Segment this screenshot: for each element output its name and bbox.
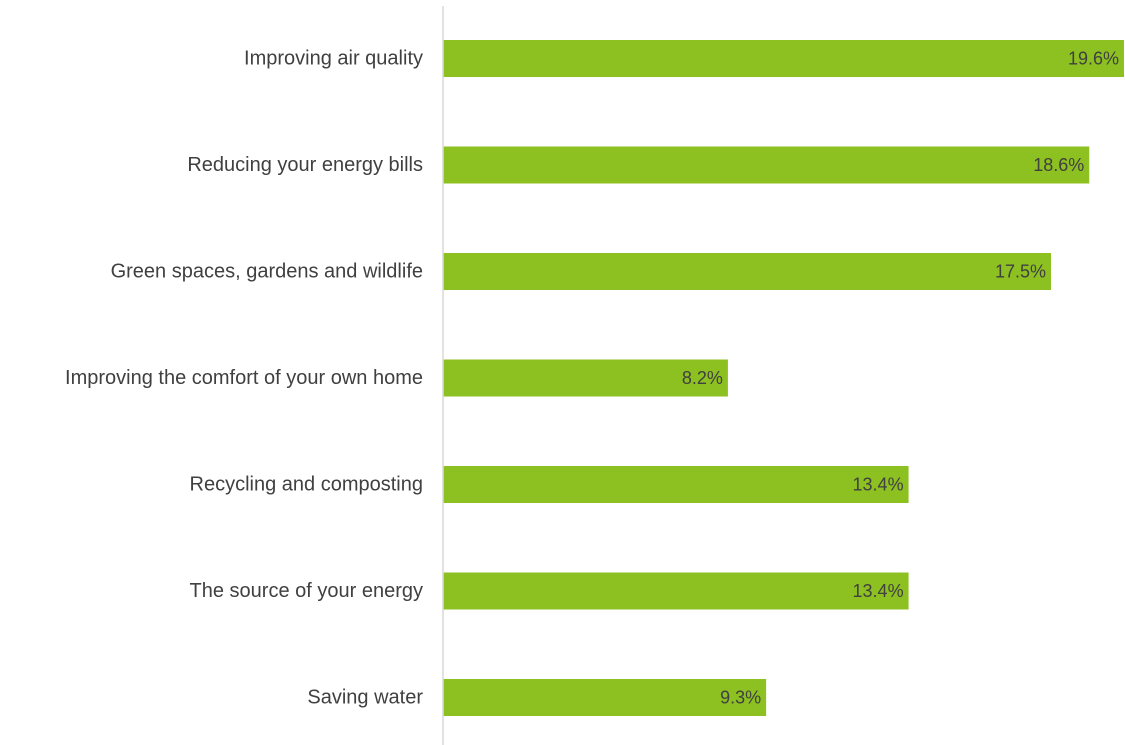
category-label: Green spaces, gardens and wildlife xyxy=(111,261,423,283)
bar xyxy=(443,679,767,716)
data-label: 18.6% xyxy=(1033,155,1084,175)
bars-layer xyxy=(443,40,1124,716)
value-labels: 19.6% 18.6% 17.5% 8.2% 13.4% 13.4% 9.3% xyxy=(682,49,1119,708)
data-label: 19.6% xyxy=(1068,49,1119,69)
bar xyxy=(443,466,909,503)
bar xyxy=(443,359,728,397)
bar xyxy=(443,572,909,610)
category-label: Reducing your energy bills xyxy=(187,154,423,176)
data-label: 8.2% xyxy=(682,368,723,388)
data-label: 9.3% xyxy=(720,688,761,708)
category-label: The source of your energy xyxy=(190,580,423,602)
category-label: Improving air quality xyxy=(244,48,423,70)
category-label: Improving the comfort of your own home xyxy=(65,367,423,389)
bar xyxy=(443,40,1124,77)
data-label: 17.5% xyxy=(995,262,1046,282)
data-label: 13.4% xyxy=(853,475,904,495)
bar xyxy=(443,253,1052,290)
category-label: Saving water xyxy=(307,687,423,709)
data-label: 13.4% xyxy=(853,581,904,601)
category-label: Recycling and composting xyxy=(190,474,423,496)
bar xyxy=(443,146,1090,184)
category-labels: Improving air quality Reducing your energ… xyxy=(65,48,423,709)
